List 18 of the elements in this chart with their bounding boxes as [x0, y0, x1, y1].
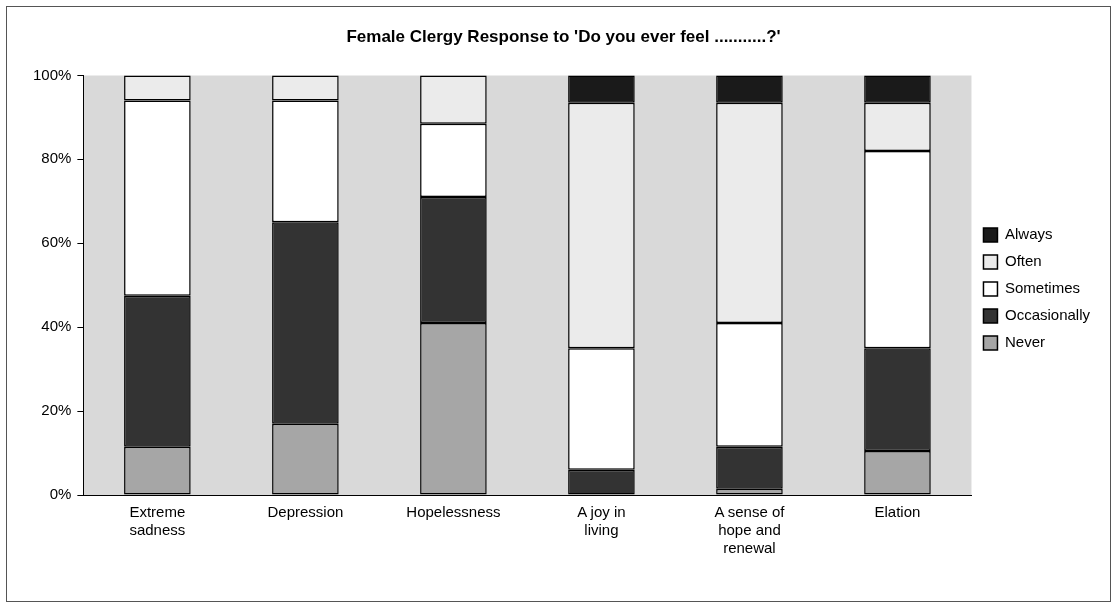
y-tick-label: 100%	[32, 65, 72, 83]
y-tick-label: 60%	[41, 233, 72, 251]
x-tick-label: Extreme sadness	[129, 503, 186, 539]
legend-label: Always	[1004, 225, 1053, 243]
legend-label: Often	[1004, 252, 1042, 270]
x-tick-label: A sense of hope and renewal	[714, 503, 786, 557]
legend-label: Occasionally	[1004, 306, 1091, 324]
legend-label: Never	[1004, 333, 1045, 351]
y-tick-label: 80%	[41, 149, 72, 167]
y-tick-label: 40%	[41, 317, 72, 335]
legend-label: Sometimes	[1004, 279, 1080, 297]
x-tick-label: Depression	[267, 503, 344, 521]
y-tick-label: 0%	[49, 485, 72, 503]
x-tick-label: Hopelessness	[406, 503, 501, 521]
x-tick-label: A joy in living	[577, 503, 626, 539]
y-tick-label: 20%	[41, 401, 72, 419]
x-tick-label: Elation	[874, 503, 921, 521]
chart-title: Female Clergy Response to 'Do you ever feel ...........?'	[346, 26, 781, 46]
